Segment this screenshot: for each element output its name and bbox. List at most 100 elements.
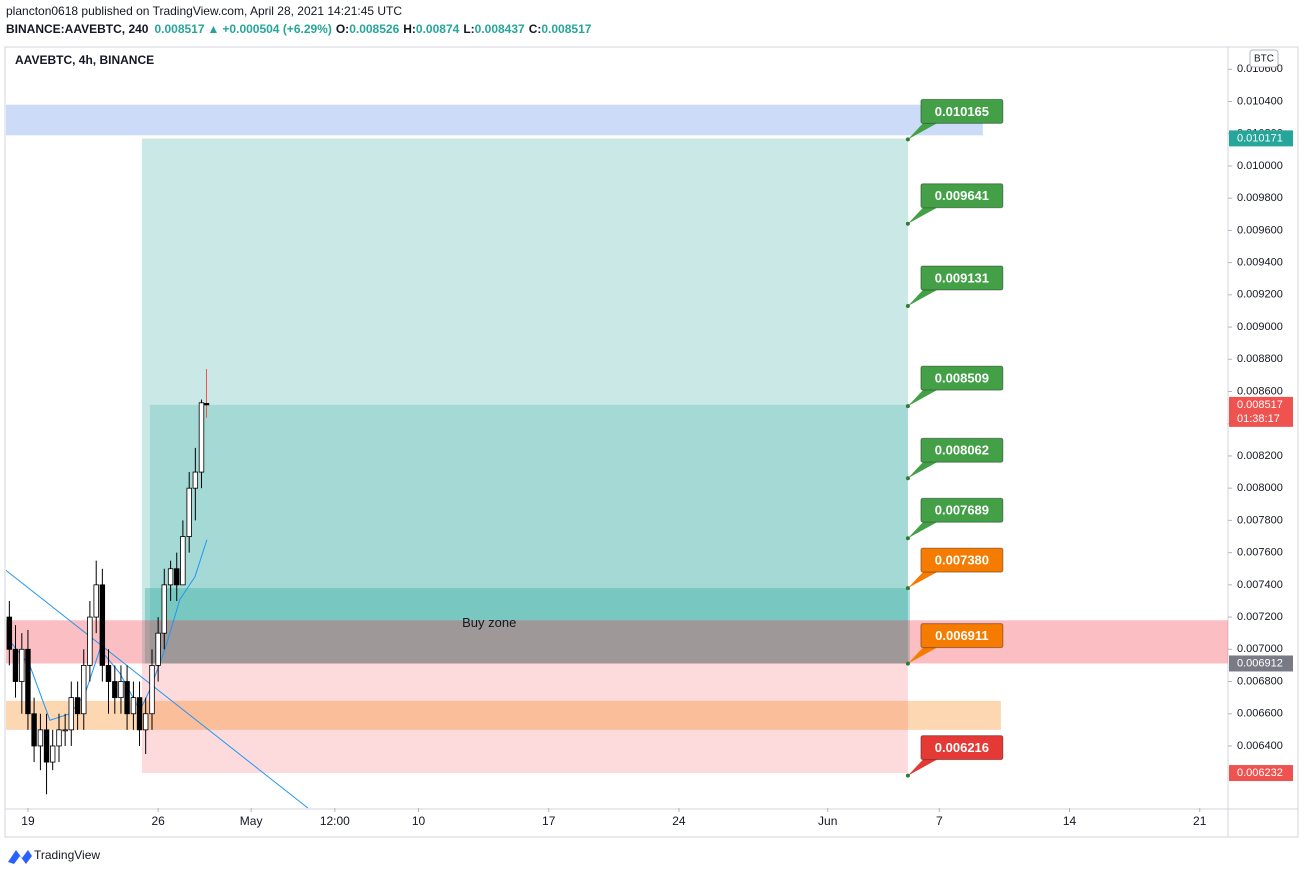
zone	[6, 620, 1228, 664]
callout	[907, 647, 937, 664]
callout-label: 0.008062	[935, 443, 989, 458]
candle-body	[161, 584, 167, 634]
header-part: H:	[403, 22, 416, 36]
x-tick-label: Jun	[818, 814, 837, 828]
y-tick-label: 0.007400	[1237, 579, 1283, 591]
header-part: L:	[463, 22, 474, 36]
y-tick-label: 0.007600	[1237, 547, 1283, 559]
publisher: plancton0618 published on TradingView.co…	[6, 4, 402, 18]
axis-tag	[1229, 130, 1293, 147]
zone	[149, 404, 908, 664]
callout-label: 0.007689	[935, 503, 989, 518]
callout	[907, 289, 937, 306]
footer: TradingView	[34, 848, 100, 862]
zone	[6, 104, 983, 136]
callout-box	[920, 183, 1004, 209]
x-tick-label: 26	[151, 814, 165, 828]
y-tick-label: 0.009200	[1237, 289, 1283, 301]
candle-body	[167, 568, 174, 586]
callout-anchor	[905, 303, 910, 308]
callout-anchor	[905, 221, 910, 226]
axis-tag-label: 0.006912	[1237, 657, 1283, 669]
candle-body	[99, 584, 106, 666]
currency: BTC	[1254, 54, 1274, 65]
candle-body	[31, 713, 37, 747]
x-tick-label: 12:00	[320, 814, 350, 828]
callout	[907, 572, 937, 589]
candle-body	[37, 729, 44, 747]
candle-body	[118, 681, 124, 699]
y-tick-label: 0.008600	[1237, 385, 1283, 397]
candle-body	[174, 568, 180, 586]
countdown: 01:38:17	[1237, 413, 1280, 425]
candle-body	[112, 681, 118, 699]
axis-tag-label: 0.008517	[1237, 399, 1283, 411]
zone	[141, 663, 908, 774]
callout-label: 0.006216	[935, 740, 989, 755]
candle-body	[19, 648, 25, 682]
callout-box	[920, 735, 1004, 761]
header-part: BINANCE:AAVEBTC, 240	[6, 22, 149, 36]
moving-average	[9, 539, 208, 721]
x-tick-label: 7	[936, 814, 943, 828]
callout	[907, 462, 937, 479]
callout	[907, 522, 937, 539]
candle-body	[142, 713, 149, 731]
x-tick-label: 21	[1193, 814, 1207, 828]
axis-tag-label: 0.010171	[1237, 132, 1283, 144]
candle-body	[186, 487, 192, 537]
chart-label: AAVEBTC, 4h, BINANCE	[15, 53, 154, 67]
callout-label: 0.010165	[935, 104, 989, 119]
callout	[907, 759, 937, 776]
candle-body	[25, 648, 31, 715]
y-tick-label: 0.009800	[1237, 192, 1283, 204]
callout-anchor	[905, 137, 910, 142]
callout-anchor	[905, 661, 910, 666]
candle-body	[155, 632, 161, 666]
callout-anchor	[905, 773, 910, 778]
y-tick-label: 0.009000	[1237, 321, 1283, 333]
candle-body	[87, 616, 93, 666]
header-part: 0.008517	[541, 22, 591, 36]
callout-box	[920, 623, 1004, 649]
header-part: O:	[336, 22, 349, 36]
candle-body	[149, 665, 155, 715]
callout-box	[920, 547, 1004, 573]
header-part: 0.00874	[416, 22, 460, 36]
x-tick-label: 14	[1063, 814, 1077, 828]
callout-anchor	[905, 586, 910, 591]
candle-body	[43, 729, 50, 763]
callout-label: 0.009641	[935, 188, 989, 203]
y-tick-label: 0.008200	[1237, 450, 1283, 462]
callout	[907, 390, 937, 407]
symbol-line: BINANCE:AAVEBTC, 240 0.008517 ▲ +0.000504 (…	[6, 22, 592, 36]
callout-label: 0.006911	[935, 628, 989, 643]
y-tick-label: 0.007000	[1237, 643, 1283, 655]
y-tick-label: 0.008000	[1237, 482, 1283, 494]
candle-body	[130, 697, 137, 715]
y-tick-label: 0.006800	[1237, 675, 1283, 687]
header-part: 0.008517	[154, 22, 204, 36]
header-part: 0.008526	[349, 22, 399, 36]
candle-body	[56, 729, 62, 747]
zone	[6, 700, 1001, 730]
x-tick-label: 10	[412, 814, 426, 828]
annotation: Buy zone	[462, 615, 516, 630]
candle-body	[198, 402, 205, 473]
candle-body	[6, 616, 13, 650]
zone	[141, 138, 908, 664]
y-tick-label: 0.006400	[1237, 740, 1283, 752]
candle-body	[124, 681, 130, 715]
candle-body	[93, 584, 99, 618]
callout-box	[920, 98, 1004, 124]
axis-tag	[1229, 655, 1293, 672]
candle-body	[81, 665, 87, 715]
currency-box	[1249, 49, 1279, 68]
callout-anchor	[905, 476, 910, 481]
y-tick-label: 0.009400	[1237, 257, 1283, 269]
logo	[8, 850, 32, 864]
x-tick-label: 24	[672, 814, 686, 828]
callout-anchor	[905, 536, 910, 541]
axis-tag	[1229, 765, 1293, 782]
candle-body	[68, 697, 74, 731]
